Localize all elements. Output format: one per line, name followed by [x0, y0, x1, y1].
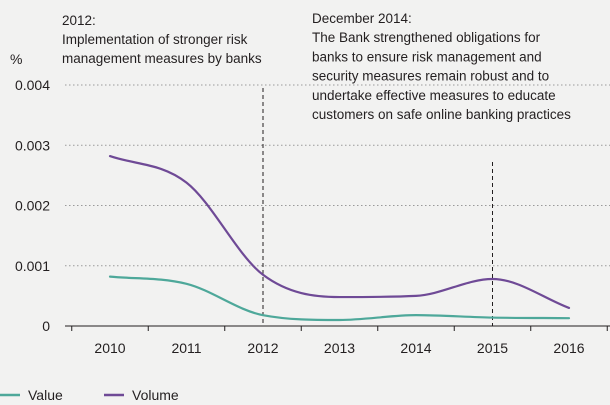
annotation-2015: December 2014: The Bank strengthened obli… — [312, 11, 571, 122]
x-tick-label: 2014 — [400, 340, 431, 356]
annotation-line: 2012: — [62, 13, 96, 28]
series-line-value — [108, 275, 571, 322]
annotation-line: banks to ensure risk management and — [312, 49, 542, 64]
y-tick-label: 0.001 — [15, 258, 50, 274]
x-tick-label: 2010 — [94, 340, 125, 356]
annotation-line: Implementation of stronger risk — [62, 32, 248, 47]
annotation-line: The Bank strengthened obligations for — [312, 30, 541, 45]
axes: % 0 0.001 0.002 0.003 0.004 2010 2011 2012 2013 2… — [10, 51, 610, 356]
legend: Value Volume — [0, 387, 179, 403]
annotation-line: customers on safe online banking practic… — [312, 107, 571, 122]
legend-label-value: Value — [28, 387, 63, 403]
annotation-line: management measures by banks — [62, 51, 262, 66]
y-tick-label: 0.002 — [15, 198, 50, 214]
x-tick-label: 2013 — [324, 340, 355, 356]
x-tick-label: 2015 — [477, 340, 508, 356]
legend-label-volume: Volume — [132, 387, 179, 403]
annotation-line: December 2014: — [312, 11, 412, 26]
y-axis-unit-label: % — [10, 51, 22, 67]
annotations: 2012: Implementation of stronger risk mana… — [62, 11, 571, 122]
annotation-markers — [262, 88, 493, 326]
series-line-volume — [108, 154, 571, 310]
annotation-line: undertake effective measures to educate — [312, 88, 556, 103]
y-tick-label: 0.004 — [15, 77, 50, 93]
series-lines — [108, 154, 571, 322]
y-tick-label: 0.003 — [15, 137, 50, 153]
x-tick-label: 2016 — [553, 340, 584, 356]
gridlines — [65, 84, 610, 267]
y-tick-label: 0 — [42, 318, 50, 334]
annotation-2012: 2012: Implementation of stronger risk mana… — [62, 13, 262, 66]
x-tick-label: 2011 — [171, 340, 201, 356]
annotation-line: security measures remain robust and to — [312, 69, 549, 84]
x-tick-label: 2012 — [247, 340, 278, 356]
